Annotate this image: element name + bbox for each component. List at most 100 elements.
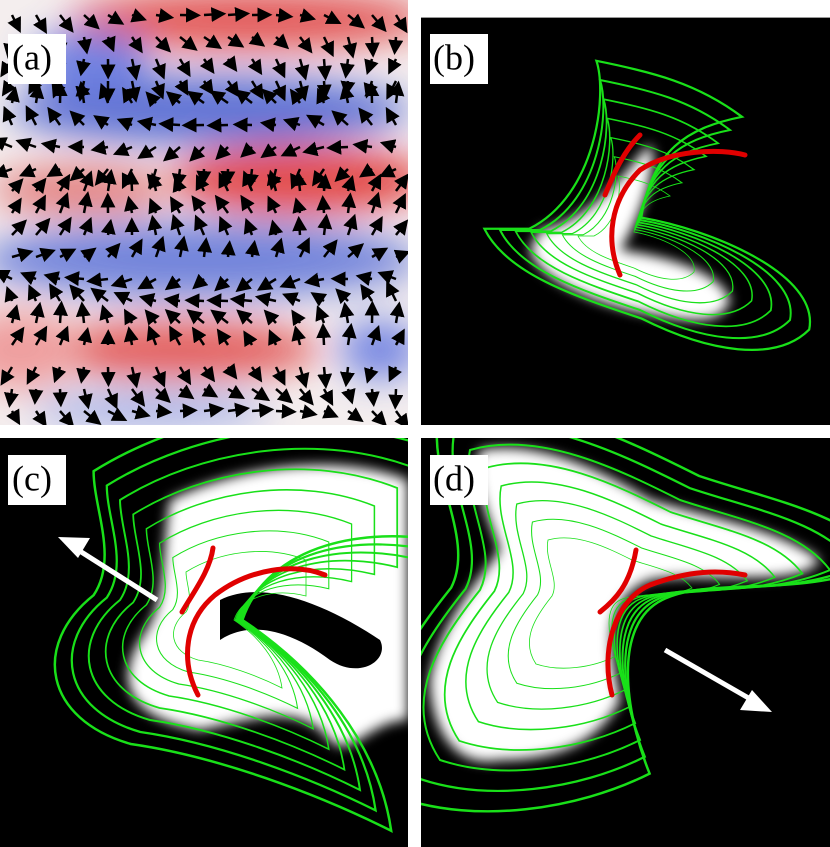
contour xyxy=(70,438,408,813)
vector xyxy=(33,325,48,346)
vector xyxy=(227,402,251,418)
vector xyxy=(347,243,365,259)
vector xyxy=(25,105,40,126)
vector xyxy=(316,173,332,192)
vector xyxy=(28,388,44,405)
vector xyxy=(358,107,374,126)
vector xyxy=(179,35,198,51)
vector xyxy=(282,292,301,307)
vector xyxy=(229,292,253,308)
vector xyxy=(31,177,47,195)
vector xyxy=(83,13,100,30)
vector xyxy=(163,293,181,309)
vector xyxy=(29,301,45,324)
vector xyxy=(53,300,69,324)
vector xyxy=(341,388,356,405)
vector xyxy=(341,174,356,192)
vector xyxy=(343,213,358,236)
vector xyxy=(279,274,301,289)
vector xyxy=(339,58,355,79)
vector xyxy=(147,214,163,236)
vector xyxy=(371,14,387,33)
vector xyxy=(80,247,97,263)
vector xyxy=(155,8,175,23)
vector xyxy=(123,308,138,326)
vector xyxy=(388,57,402,75)
vector xyxy=(261,88,278,105)
vector xyxy=(158,117,181,133)
vector xyxy=(146,324,161,346)
vector xyxy=(154,387,171,404)
vector xyxy=(299,8,317,23)
vector xyxy=(254,292,277,307)
vector xyxy=(271,58,286,79)
vector xyxy=(110,274,133,289)
panel-label: (b) xyxy=(433,37,475,77)
contour xyxy=(545,136,734,304)
panel-a xyxy=(0,0,408,425)
vector xyxy=(5,304,21,324)
contour xyxy=(53,438,408,833)
vector xyxy=(303,272,325,288)
vector xyxy=(316,80,332,100)
vector xyxy=(176,58,191,78)
vector xyxy=(323,10,342,24)
vector xyxy=(107,10,125,25)
vector xyxy=(319,388,334,407)
vector xyxy=(306,114,325,129)
contour xyxy=(138,509,353,730)
vector xyxy=(0,137,13,152)
vector xyxy=(317,213,333,236)
vector xyxy=(270,237,285,258)
vector xyxy=(220,168,236,187)
vector xyxy=(347,13,366,29)
vector xyxy=(334,166,351,183)
vector xyxy=(165,91,183,107)
vector xyxy=(244,239,260,258)
vector xyxy=(176,366,192,386)
vector xyxy=(393,14,408,34)
vector xyxy=(170,213,185,236)
vector xyxy=(0,163,13,179)
vector xyxy=(240,194,255,214)
panel-label: (a) xyxy=(12,37,52,77)
vector xyxy=(11,247,34,263)
vector xyxy=(52,388,68,408)
vector xyxy=(235,276,253,293)
vector xyxy=(101,168,117,192)
vector xyxy=(224,80,240,98)
vector xyxy=(341,322,357,346)
vector xyxy=(155,36,172,53)
vector xyxy=(273,33,290,50)
vector xyxy=(292,215,308,236)
vector xyxy=(83,409,102,425)
vector xyxy=(367,325,382,346)
vector xyxy=(2,105,17,126)
vector xyxy=(20,271,37,286)
vector xyxy=(302,141,325,157)
contour xyxy=(87,447,408,792)
vector xyxy=(56,173,71,192)
vector xyxy=(15,137,37,152)
vector xyxy=(242,170,257,192)
vector xyxy=(364,36,380,58)
vector xyxy=(123,326,139,346)
vector xyxy=(393,173,408,192)
vector xyxy=(124,169,140,192)
vector xyxy=(342,36,358,59)
contour xyxy=(104,468,399,772)
vector-field xyxy=(0,6,408,425)
vector xyxy=(347,407,364,423)
vector xyxy=(364,58,379,76)
vector xyxy=(26,366,41,385)
vector xyxy=(99,304,114,324)
vector xyxy=(371,410,388,425)
vector xyxy=(0,269,13,284)
vector xyxy=(151,235,166,258)
vector xyxy=(0,366,15,386)
vector xyxy=(391,328,405,346)
vector xyxy=(191,195,207,214)
contour xyxy=(173,551,307,689)
vector xyxy=(260,143,277,159)
vector xyxy=(35,247,56,263)
